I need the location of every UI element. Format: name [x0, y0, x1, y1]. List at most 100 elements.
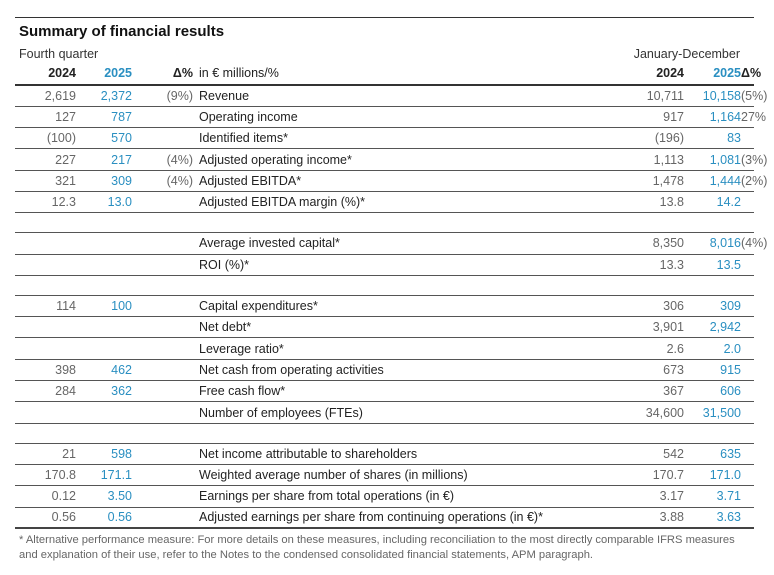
cell-y24: 1,113 [617, 148, 684, 171]
cell-q24: 2,619 [15, 85, 76, 107]
cell-y24: 3.88 [617, 507, 684, 530]
cell-qd [132, 106, 193, 129]
cell-q24 [15, 401, 76, 424]
cell-y24: 673 [617, 359, 684, 382]
cell-y25: 14.2 [684, 191, 741, 214]
table-row: 2,619 2,372 (9%) Revenue 10,711 10,158 (5%) [15, 85, 767, 107]
cell-q24: 21 [15, 443, 76, 465]
table-row: 12.3 13.0 Adjusted EBITDA margin (%)* 13.8 1… [15, 191, 754, 214]
table-row: Average invested capital* 8,350 8,016 (4%) [15, 232, 767, 255]
cell-y25: 31,500 [684, 401, 741, 424]
cell-qd: (9%) [132, 85, 193, 107]
row-label: Net income attributable to shareholders [193, 443, 617, 465]
table-row: 127 787 Operating income 917 1,164 27% [15, 106, 766, 129]
empty-cell [76, 423, 132, 444]
empty-cell [741, 212, 754, 234]
cell-y24: 8,350 [617, 232, 684, 255]
cell-qd: (4%) [132, 170, 193, 192]
cell-q25 [76, 254, 132, 276]
cell-q24: 12.3 [15, 191, 76, 214]
top-rule [15, 17, 754, 18]
cell-y24: 542 [617, 443, 684, 465]
cell-q25: 100 [76, 295, 132, 318]
table-row: 114 100 Capital expenditures* 306 309 [15, 295, 754, 318]
empty-cell [684, 423, 741, 444]
cell-qd [132, 443, 193, 465]
empty-cell [617, 212, 684, 234]
cell-yd [741, 401, 754, 424]
cell-yd: 27% [741, 106, 766, 129]
cell-yd [741, 191, 754, 214]
cell-y24: 306 [617, 295, 684, 318]
cell-q25: 171.1 [76, 464, 132, 487]
cell-yd [741, 316, 754, 339]
cell-y25: 309 [684, 295, 741, 318]
cell-y25: 1,444 [684, 170, 741, 192]
table-row: 21 598 Net income attributable to sharehol… [15, 443, 754, 465]
cell-y24: 3,901 [617, 316, 684, 339]
cell-q25: 570 [76, 127, 132, 150]
cell-qd: (4%) [132, 148, 193, 171]
cell-qd [132, 401, 193, 424]
cell-yd: (3%) [741, 148, 767, 171]
cell-q24: 321 [15, 170, 76, 192]
empty-cell [15, 423, 76, 444]
cell-q24 [15, 337, 76, 360]
table-row: 321 309 (4%) Adjusted EBITDA* 1,478 1,444 (2%) [15, 170, 767, 192]
cell-q24: 170.8 [15, 464, 76, 487]
row-label: Net cash from operating activities [193, 359, 617, 382]
cell-qd [132, 232, 193, 255]
cell-y24: 13.3 [617, 254, 684, 276]
cell-y24: 1,478 [617, 170, 684, 192]
header-unit: in € millions/% [193, 62, 617, 86]
table-row: 0.12 3.50 Earnings per share from total op… [15, 485, 754, 508]
table-row: 398 462 Net cash from operating activities… [15, 359, 754, 382]
cell-yd [741, 254, 754, 276]
cell-q25: 0.56 [76, 507, 132, 530]
cell-qd [132, 337, 193, 360]
row-label: Identified items* [193, 127, 617, 150]
row-label: Operating income [193, 106, 617, 129]
footnote: * Alternative performance measure: For m… [19, 534, 735, 562]
cell-q25: 3.50 [76, 485, 132, 508]
cell-q24: 398 [15, 359, 76, 382]
cell-q25: 598 [76, 443, 132, 465]
cell-q24 [15, 232, 76, 255]
cell-y25: 13.5 [684, 254, 741, 276]
empty-cell [132, 212, 193, 234]
table-row: Leverage ratio* 2.6 2.0 [15, 337, 754, 360]
cell-qd [132, 295, 193, 318]
page-title: Summary of financial results [19, 23, 225, 40]
cell-y24: 917 [617, 106, 684, 129]
row-label: Adjusted EBITDA* [193, 170, 617, 192]
cell-q24: (100) [15, 127, 76, 150]
period-right: January-December [633, 47, 740, 61]
empty-cell [684, 212, 741, 234]
cell-y25: 10,158 [684, 85, 741, 107]
cell-qd [132, 191, 193, 214]
cell-yd: (2%) [741, 170, 767, 192]
empty-cell [193, 212, 617, 234]
cell-q24: 284 [15, 380, 76, 403]
cell-q24: 0.12 [15, 485, 76, 508]
cell-yd [741, 485, 754, 508]
period-left: Fourth quarter [19, 47, 99, 61]
table-row: (100) 570 Identified items* (196) 83 [15, 127, 754, 150]
table-row: Net debt* 3,901 2,942 [15, 316, 754, 339]
row-label: Weighted average number of shares (in mi… [193, 464, 617, 487]
cell-yd: (4%) [741, 232, 767, 255]
row-label: ROI (%)* [193, 254, 617, 276]
row-label: Average invested capital* [193, 232, 617, 255]
cell-q25: 787 [76, 106, 132, 129]
cell-y24: 2.6 [617, 337, 684, 360]
cell-y25: 2.0 [684, 337, 741, 360]
row-label: Net debt* [193, 316, 617, 339]
cell-y25: 915 [684, 359, 741, 382]
cell-qd [132, 380, 193, 403]
row-label: Capital expenditures* [193, 295, 617, 318]
cell-q24 [15, 316, 76, 339]
cell-y25: 83 [684, 127, 741, 150]
empty-cell [617, 275, 684, 296]
cell-yd [741, 337, 754, 360]
cell-q25: 362 [76, 380, 132, 403]
